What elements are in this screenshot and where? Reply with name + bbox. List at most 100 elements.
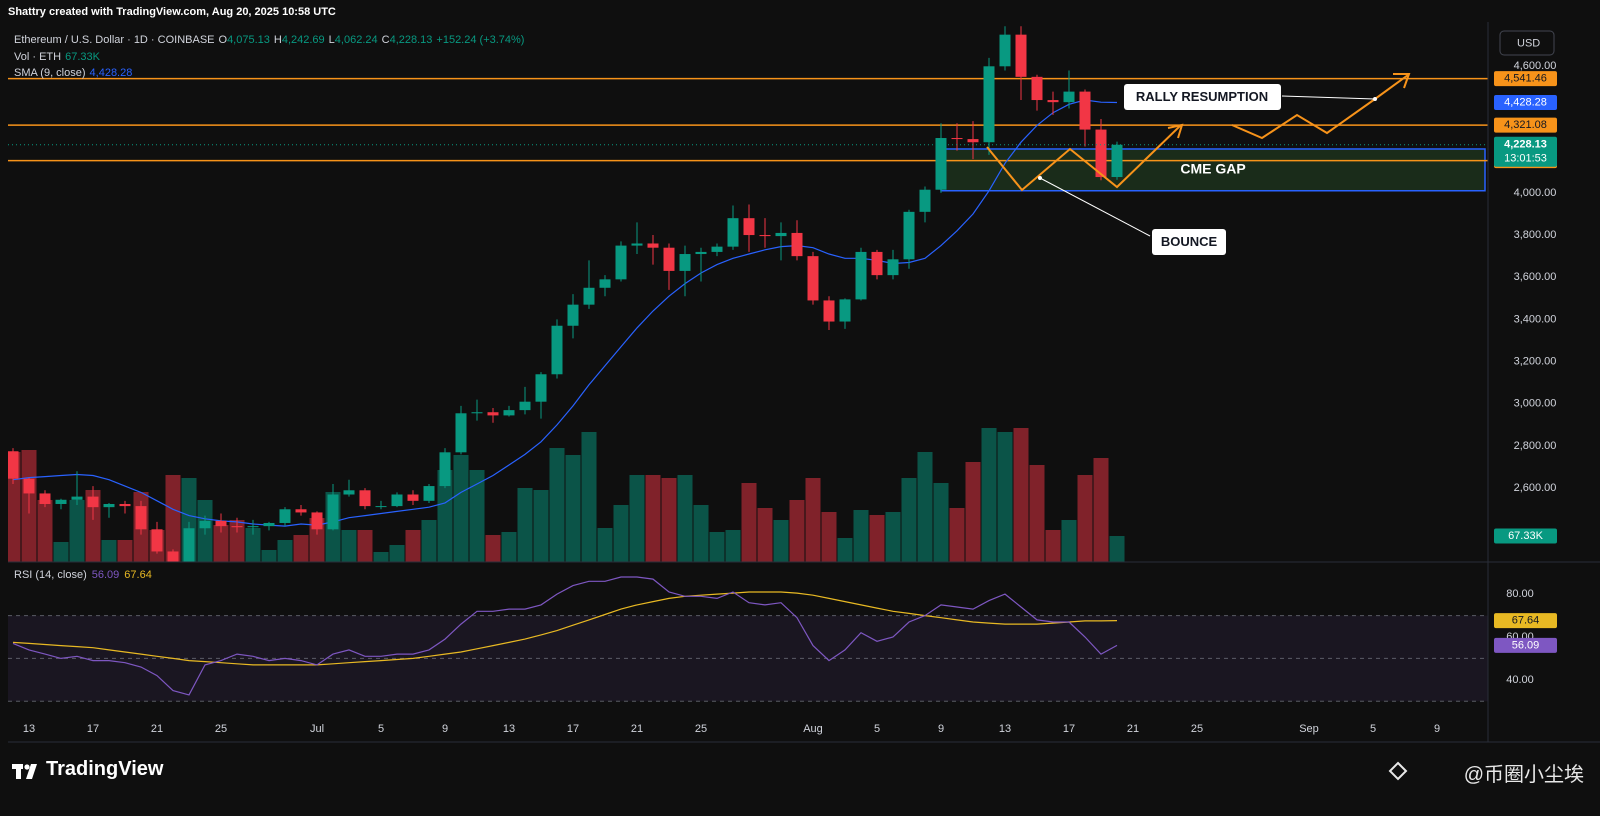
candle-body xyxy=(487,412,499,416)
level-label: 4,321.08 xyxy=(1504,119,1547,131)
volume-bar xyxy=(613,505,629,562)
candle-body xyxy=(919,189,931,212)
candle-body xyxy=(903,211,915,260)
y-tick-label: 2,800.00 xyxy=(1514,440,1557,452)
candle-body xyxy=(743,218,755,236)
rsi-line xyxy=(12,576,1118,696)
rsi-legend: RSI (14, close) 56.09 67.64 xyxy=(14,569,157,581)
volume-bar xyxy=(869,515,885,562)
currency-button[interactable] xyxy=(1499,30,1555,56)
volume-bar xyxy=(549,448,565,562)
x-tick-label: 5 xyxy=(378,723,384,735)
candle-body xyxy=(263,522,275,527)
arrow-head xyxy=(1393,73,1411,89)
candle-body xyxy=(1063,91,1075,103)
ohlc-key: O xyxy=(218,34,228,46)
level-label: 4,541.46 xyxy=(1504,73,1547,85)
volume-bar xyxy=(229,520,245,562)
candle-body xyxy=(423,486,435,501)
volume-bar xyxy=(837,538,853,562)
logo-part xyxy=(26,764,37,779)
ohlc-value: 4,062.24 xyxy=(334,34,378,46)
volume-bar xyxy=(437,470,453,562)
x-tick-label: Sep xyxy=(1299,723,1319,735)
sma-value: 4,428.28 xyxy=(89,67,133,79)
volume-bar xyxy=(501,532,517,562)
volume-bar xyxy=(453,455,469,562)
candle-body xyxy=(359,490,371,507)
volume-bar xyxy=(741,483,757,562)
volume-bar xyxy=(533,490,549,562)
ohlc-key: H xyxy=(273,34,282,46)
volume-bar xyxy=(85,490,101,562)
volume-bar xyxy=(709,532,725,562)
candle-body xyxy=(295,509,307,513)
attribution: Shattry created with TradingView.com, Au… xyxy=(8,6,336,18)
candle-body xyxy=(807,256,819,301)
volume-value: 67.33K xyxy=(65,50,100,63)
annotation-box xyxy=(1152,229,1226,255)
countdown-label: 13:01:53 xyxy=(1504,153,1547,165)
volume-bar xyxy=(357,530,373,562)
candle-body xyxy=(791,232,803,257)
volume-bar xyxy=(1061,520,1077,562)
last-price-box xyxy=(1494,136,1557,167)
volume-bar xyxy=(901,478,917,562)
candle-body xyxy=(647,243,659,248)
level-label-box xyxy=(1494,117,1557,133)
rsi-ma-label: 67.64 xyxy=(1512,615,1540,627)
annotation-text: RALLY RESUMPTION xyxy=(1136,89,1268,104)
x-tick-label: 21 xyxy=(151,723,163,735)
volume-bar xyxy=(661,478,677,562)
volume-bar xyxy=(997,432,1013,562)
ohlc-value: 4,242.69 xyxy=(281,34,325,46)
sma-name: SMA (9, close) xyxy=(14,67,86,79)
tv-logo xyxy=(12,764,37,779)
candle-body xyxy=(375,506,387,508)
currency-label[interactable]: USD xyxy=(1517,37,1540,49)
volume-bar xyxy=(645,475,661,562)
candle-body xyxy=(311,512,323,530)
annotation-dot xyxy=(1038,176,1042,180)
volume-bar xyxy=(277,540,293,562)
candle-body xyxy=(279,509,291,523)
candle-body xyxy=(103,503,115,508)
candle-body xyxy=(855,251,867,300)
volume-name: Vol · ETH xyxy=(14,50,62,63)
candle-body xyxy=(615,245,627,280)
volume-bar xyxy=(117,540,133,562)
candle-body xyxy=(567,304,579,326)
candle-body xyxy=(775,232,787,237)
volume-bar xyxy=(981,428,997,562)
watermark-icon xyxy=(1388,761,1408,781)
candle-body xyxy=(1015,34,1027,77)
volume-bar xyxy=(341,530,357,562)
watermark: @币圈小尘埃 xyxy=(1463,764,1584,786)
volume-bar xyxy=(101,540,117,562)
volume-bar xyxy=(245,528,261,562)
candle-body xyxy=(119,503,131,507)
x-tick-label: Aug xyxy=(803,723,823,735)
x-tick-label: 17 xyxy=(1063,723,1075,735)
candle-body xyxy=(407,494,419,501)
candle-body xyxy=(839,299,851,322)
volume-bar xyxy=(53,542,69,562)
volume-bar xyxy=(1077,475,1093,562)
rsi-tick-label: 80.00 xyxy=(1506,588,1534,600)
x-tick-label: 13 xyxy=(23,723,35,735)
candle-body xyxy=(695,251,707,255)
y-tick-label: 3,000.00 xyxy=(1514,398,1557,410)
candle-body xyxy=(711,246,723,252)
x-tick-label: 17 xyxy=(87,723,99,735)
x-tick-label: 5 xyxy=(1370,723,1376,735)
volume-bar xyxy=(789,500,805,562)
logo-part xyxy=(16,764,21,779)
projection-path xyxy=(1231,74,1409,140)
candle-body xyxy=(151,529,163,552)
y-tick-label: 2,600.00 xyxy=(1514,482,1557,494)
volume-bar xyxy=(853,510,869,562)
volume-bar xyxy=(405,530,421,562)
sma-label: 4,428.28 xyxy=(1504,96,1547,108)
candle-body xyxy=(887,259,899,276)
